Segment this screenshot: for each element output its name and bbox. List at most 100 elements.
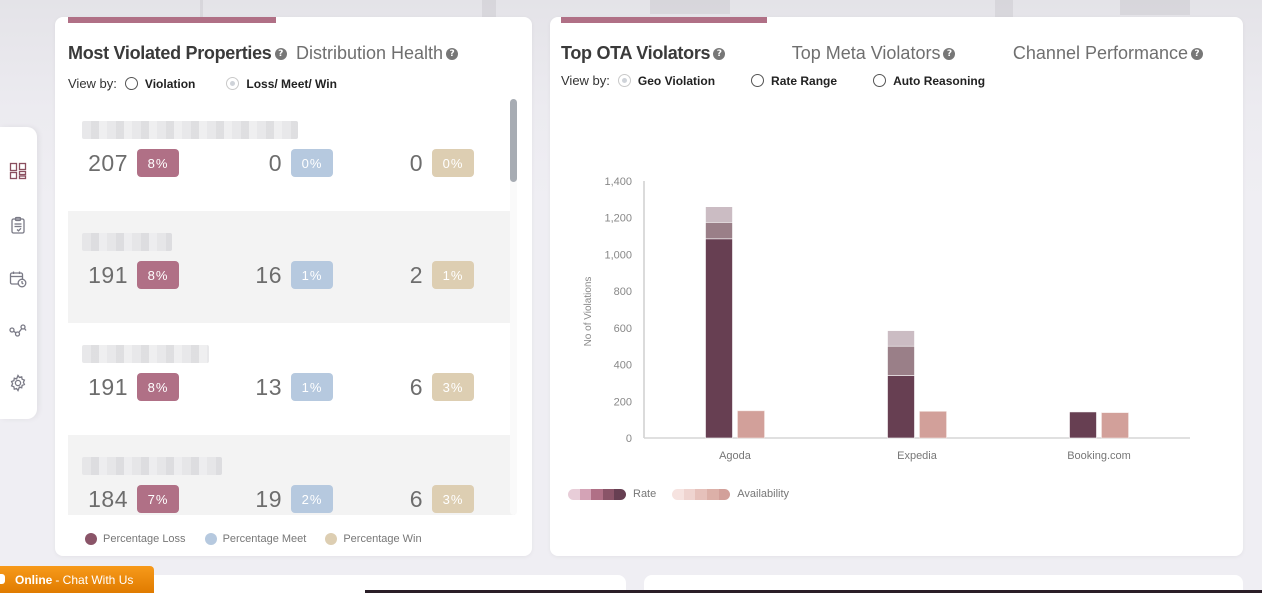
- bottom-card-left: [55, 575, 626, 593]
- meet-percent-badge: 1%: [291, 373, 333, 401]
- radio-button[interactable]: [617, 74, 631, 87]
- loss-count: 191: [88, 373, 128, 400]
- legend-item-rate[interactable]: Rate: [568, 488, 656, 500]
- tab-label: Most Violated Properties: [68, 43, 272, 63]
- radio-auto-reasoning[interactable]: Auto Reasoning: [873, 74, 985, 88]
- view-by-label: View by:: [561, 73, 610, 88]
- left-legend: Percentage Loss Percentage Meet Percenta…: [85, 533, 441, 545]
- help-icon[interactable]: ?: [274, 47, 287, 60]
- property-name-redacted: [82, 233, 172, 251]
- tab-channel-performance[interactable]: Channel Performance ?: [1012, 43, 1204, 64]
- help-icon[interactable]: ?: [713, 47, 726, 60]
- win-count: 6: [409, 373, 423, 400]
- tab-label: Channel Performance: [1012, 43, 1189, 63]
- loss-count: 184: [88, 485, 128, 512]
- legend-label: Percentage Meet: [222, 533, 307, 545]
- loss-percent-badge: 8%: [137, 373, 179, 401]
- bar-rate-level-3: [887, 330, 915, 347]
- right-card-tabs: Top OTA Violators ? Top Meta Violators ?…: [561, 43, 1204, 64]
- loss-count: 191: [88, 261, 128, 288]
- win-count: 6: [409, 485, 423, 512]
- clipboard-icon: [11, 216, 25, 234]
- y-tick-label: 0: [626, 433, 632, 445]
- win-percent-badge: 0%: [432, 149, 474, 177]
- calendar-clock-icon: [9, 271, 27, 288]
- chat-status: Online: [15, 572, 53, 587]
- property-row[interactable]: 184 7% 19 2% 6 3%: [68, 435, 515, 515]
- legend-color-step: [602, 488, 615, 500]
- loss-metric: 191 8%: [68, 261, 179, 289]
- tab-most-violated-properties[interactable]: Most Violated Properties ?: [68, 43, 287, 64]
- meet-metric: 13 1%: [222, 373, 333, 401]
- sidebar-item-dashboard[interactable]: [8, 161, 28, 181]
- loss-percent-badge: 7%: [137, 485, 179, 513]
- property-row[interactable]: 191 8% 13 1% 6 3%: [68, 323, 515, 435]
- help-icon[interactable]: ?: [943, 47, 956, 60]
- tab-distribution-health[interactable]: Distribution Health ?: [296, 43, 459, 64]
- win-percent-badge: 3%: [432, 485, 474, 513]
- bottom-card-right: [644, 575, 1243, 593]
- bar-rate-level-2: [705, 222, 733, 240]
- property-row[interactable]: 191 8% 16 1% 2 1%: [68, 211, 515, 323]
- meet-count: 0: [268, 149, 282, 176]
- property-list-scrollbar[interactable]: [510, 99, 517, 515]
- legend-color-step: [683, 488, 696, 500]
- bar-rate-level-2: [887, 345, 915, 376]
- legend-swatch: [204, 533, 217, 545]
- tab-top-meta-violators[interactable]: Top Meta Violators ?: [792, 43, 956, 64]
- active-tab-indicator: [68, 17, 276, 23]
- radio-loss-meet-win[interactable]: Loss/ Meet/ Win: [226, 77, 337, 91]
- radio-geo-violation[interactable]: Geo Violation: [617, 73, 716, 88]
- sidebar-item-schedule[interactable]: [8, 269, 28, 289]
- loss-metric: 184 7%: [68, 485, 179, 513]
- y-tick-label: 1,000: [604, 249, 632, 261]
- dashboard-icon: [9, 162, 27, 180]
- radio-button[interactable]: [751, 74, 765, 87]
- sidebar-item-reports[interactable]: [8, 215, 28, 235]
- legend-swatch: [85, 533, 97, 545]
- legend-color-step: [707, 488, 719, 500]
- meet-count: 16: [255, 261, 282, 288]
- legend-item-availability[interactable]: Availability: [672, 488, 789, 500]
- view-by-selector: View by: Geo Violation Rate Range Auto R…: [561, 73, 1005, 88]
- tab-top-ota-violators[interactable]: Top OTA Violators ?: [561, 43, 726, 64]
- win-count: 0: [409, 149, 423, 176]
- help-icon[interactable]: ?: [1191, 47, 1204, 60]
- scrollbar-thumb[interactable]: [510, 99, 517, 182]
- radio-label: Rate Range: [771, 73, 838, 88]
- legend-color-step: [614, 488, 626, 500]
- chat-status-icon: [0, 574, 5, 584]
- loss-metric: 207 8%: [68, 149, 179, 177]
- chat-with-us-button[interactable]: Online - Chat With Us: [0, 566, 154, 593]
- tab-label: Top Meta Violators: [791, 43, 941, 63]
- legend-label: Percentage Loss: [103, 533, 186, 545]
- radio-rate-range[interactable]: Rate Range: [751, 74, 837, 88]
- sidebar-item-workflow[interactable]: [8, 321, 28, 341]
- win-percent-badge: 3%: [432, 373, 474, 401]
- radio-button[interactable]: [873, 74, 887, 87]
- property-list: 207 8% 0 0% 0 0% 191 8% 16 1% 2 1% 191 8% 13 1% …: [68, 99, 515, 515]
- legend-color-step: [579, 488, 592, 500]
- legend-color-step: [672, 488, 684, 500]
- meet-count: 13: [255, 373, 282, 400]
- y-tick-label: 1,400: [604, 176, 632, 188]
- bar-availability: [737, 410, 765, 439]
- legend-color-step: [568, 488, 580, 500]
- x-tick-label: Booking.com: [1067, 450, 1131, 462]
- sidebar-item-settings[interactable]: [8, 373, 28, 393]
- radio-violation[interactable]: Violation: [124, 77, 195, 91]
- legend-swatch: [325, 533, 338, 545]
- legend-item-meet: Percentage Meet: [204, 533, 307, 545]
- view-by-selector: View by: Violation Loss/ Meet/ Win: [68, 76, 357, 91]
- property-row[interactable]: 207 8% 0 0% 0 0%: [68, 99, 515, 211]
- active-tab-indicator: [561, 17, 767, 23]
- radio-label: Geo Violation: [637, 73, 716, 88]
- radio-button[interactable]: [124, 77, 138, 90]
- bar-rate-level-3: [705, 206, 733, 223]
- y-tick-label: 200: [614, 396, 632, 408]
- meet-percent-badge: 1%: [291, 261, 333, 289]
- radio-button[interactable]: [226, 77, 240, 90]
- help-icon[interactable]: ?: [446, 47, 459, 60]
- radio-label: Loss/ Meet/ Win: [246, 76, 337, 91]
- y-tick-label: 800: [614, 286, 632, 298]
